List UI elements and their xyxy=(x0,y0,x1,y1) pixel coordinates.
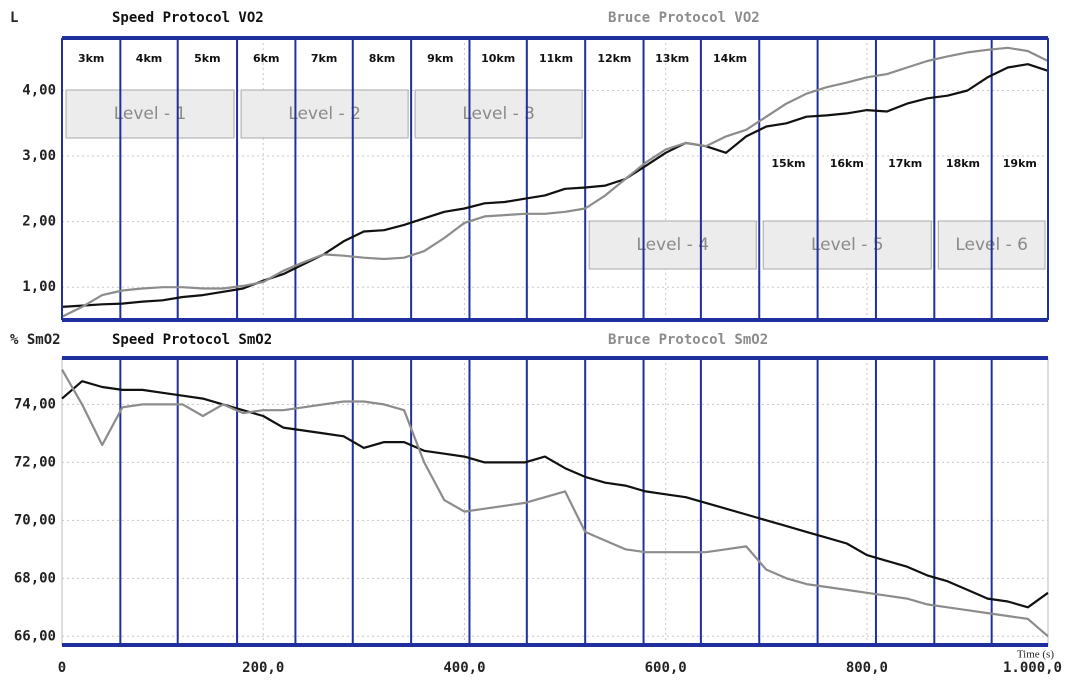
x-tick-label: 200,0 xyxy=(242,660,284,676)
stage-label: 4km xyxy=(136,52,162,65)
legend-label: Bruce Protocol SmO2 xyxy=(608,332,768,348)
stage-label: 18km xyxy=(946,157,980,170)
legend-label: Speed Protocol VO2 xyxy=(112,10,264,26)
x-tick-label: 1.000,0 xyxy=(1003,660,1062,676)
level-box xyxy=(414,89,583,139)
y-tick-label: 1,00 xyxy=(22,279,56,295)
y-tick-label: 68,00 xyxy=(14,570,56,586)
stage-label: 12km xyxy=(597,52,631,65)
level-label: Level - 5 xyxy=(811,235,884,255)
y-tick-label: 2,00 xyxy=(22,214,56,230)
level-box xyxy=(240,89,409,139)
y-tick-label: 4,00 xyxy=(22,82,56,98)
y-axis-label: L xyxy=(10,10,18,26)
series-line xyxy=(61,46,1049,318)
plot-area xyxy=(61,37,1049,321)
stage-label: 14km xyxy=(713,52,747,65)
y-axis-label: % SmO2 xyxy=(10,332,61,348)
level-label: Level - 3 xyxy=(462,104,535,124)
stage-label: 8km xyxy=(369,52,395,65)
stage-label: 11km xyxy=(539,52,573,65)
stage-label: 7km xyxy=(311,52,337,65)
stage-label: 19km xyxy=(1003,157,1037,170)
x-tick-label: 600,0 xyxy=(645,660,687,676)
level-box xyxy=(588,220,757,270)
y-tick-label: 74,00 xyxy=(14,396,56,412)
x-tick-label: 0 xyxy=(58,660,66,676)
stage-label: 15km xyxy=(771,157,805,170)
stage-label: 16km xyxy=(830,157,864,170)
legend-label: Speed Protocol SmO2 xyxy=(112,332,272,348)
x-tick-label: 800,0 xyxy=(846,660,888,676)
level-label: Level - 4 xyxy=(636,235,709,255)
series-line xyxy=(61,369,1049,638)
level-box xyxy=(65,89,235,139)
y-tick-label: 3,00 xyxy=(22,148,56,164)
y-tick-label: 66,00 xyxy=(14,628,56,644)
stage-label: 6km xyxy=(253,52,279,65)
stage-label: 17km xyxy=(888,157,922,170)
legend-label: Bruce Protocol VO2 xyxy=(608,10,760,26)
level-box xyxy=(762,220,932,270)
x-axis-label: Time (s) xyxy=(1017,649,1055,661)
x-tick-label: 400,0 xyxy=(443,660,485,676)
level-label: Level - 1 xyxy=(114,104,187,124)
y-tick-label: 72,00 xyxy=(14,454,56,470)
series-line xyxy=(61,63,1049,308)
stage-label: 5km xyxy=(194,52,220,65)
stage-label: 13km xyxy=(655,52,689,65)
level-label: Level - 2 xyxy=(288,104,361,124)
stage-label: 10km xyxy=(481,52,515,65)
stage-label: 9km xyxy=(427,52,453,65)
y-tick-label: 70,00 xyxy=(14,512,56,528)
stage-label: 3km xyxy=(78,52,104,65)
